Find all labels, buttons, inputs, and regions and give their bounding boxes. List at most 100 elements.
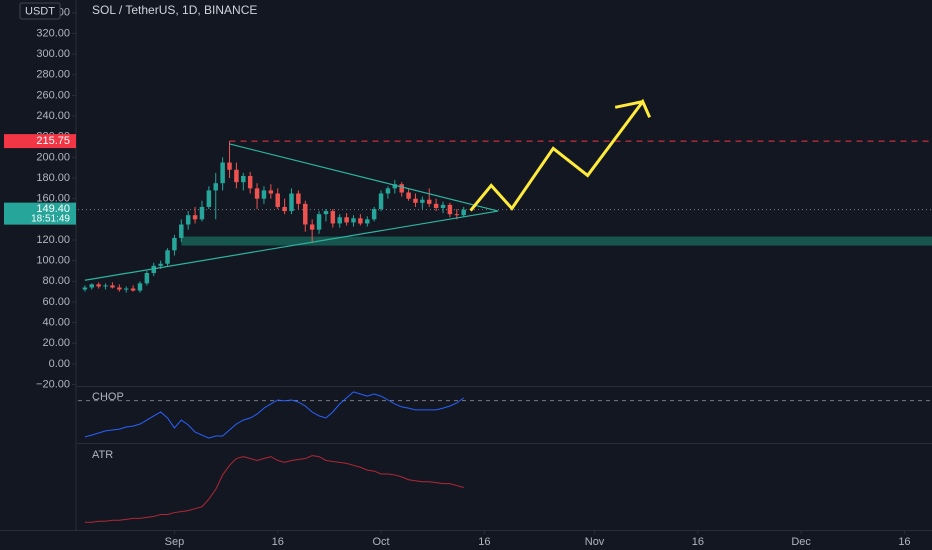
y-tick-label: 260.00 — [36, 89, 70, 101]
candle-body — [103, 285, 108, 287]
candle-body — [123, 288, 129, 290]
candle-body — [371, 209, 377, 220]
candle-body — [365, 219, 370, 224]
candle-body — [440, 204, 446, 208]
y-tick-label: 100.00 — [36, 255, 70, 267]
candle-body — [378, 193, 384, 210]
candle-body — [344, 217, 349, 223]
y-tick-label: 80.00 — [42, 275, 70, 287]
candle-body — [130, 288, 136, 291]
last-price-box — [4, 202, 76, 225]
candle-body — [309, 224, 315, 230]
candle-body — [406, 192, 411, 199]
price-line-label: 215.75 — [36, 135, 70, 147]
y-tick-label: 40.00 — [42, 317, 70, 329]
y-tick-label: 120.00 — [36, 234, 70, 246]
last-price-label: 149.40 — [36, 203, 70, 215]
y-tick-label: −20.00 — [36, 378, 70, 390]
main-pane — [78, 98, 932, 293]
chart-title: SOL / TetherUS, 1D, BINANCE — [92, 3, 257, 17]
candle-body — [254, 188, 260, 199]
candle-body — [413, 198, 418, 203]
candle-body — [268, 190, 274, 194]
candle-body — [185, 215, 191, 225]
candle-body — [199, 206, 205, 220]
candle-body — [399, 184, 404, 193]
candle-body — [247, 175, 253, 189]
candle-body — [220, 162, 225, 184]
y-tick-label: 320.00 — [36, 27, 70, 39]
candle-body — [330, 211, 336, 224]
price-line-box — [4, 134, 76, 149]
candle-body — [206, 190, 212, 207]
candle-body — [337, 217, 342, 224]
y-tick-label: 20.00 — [42, 337, 70, 349]
candle-body — [82, 287, 88, 290]
candle-body — [454, 214, 460, 216]
candle-body — [158, 263, 163, 266]
candle-body — [385, 188, 391, 194]
candle-body — [172, 237, 177, 251]
currency-box — [19, 2, 61, 20]
candle-body — [296, 193, 301, 204]
x-tick-label: 16 — [898, 536, 910, 548]
zone — [181, 236, 932, 246]
drawing — [614, 100, 644, 109]
indicator-label: ATR — [92, 449, 113, 461]
candle-body — [420, 199, 425, 203]
indicator-line — [84, 391, 464, 439]
candle-body — [282, 206, 287, 212]
candle-body — [303, 203, 308, 225]
candle-body — [234, 169, 239, 183]
drawing — [84, 143, 499, 281]
candle-body — [433, 203, 439, 208]
candle-body — [110, 285, 115, 288]
y-tick-label: 180.00 — [36, 172, 70, 184]
candle-body — [351, 218, 356, 223]
x-tick-label: Sep — [165, 536, 185, 548]
y-tick-label: 0.00 — [49, 358, 70, 370]
candle-body — [447, 204, 453, 215]
y-tick-label: 160.00 — [36, 193, 70, 205]
candle-body — [96, 284, 101, 287]
candle-body — [461, 209, 466, 216]
candle-body — [227, 162, 232, 170]
y-tick-label: 300.00 — [36, 48, 70, 60]
candle-body — [241, 175, 246, 183]
candle-body — [144, 273, 150, 284]
indicator-line — [84, 455, 464, 523]
x-tick-label: 16 — [692, 536, 704, 548]
candle-body — [316, 214, 322, 230]
x-tick-label: Nov — [585, 536, 605, 548]
candle-body — [261, 190, 267, 199]
x-tick-label: 16 — [272, 536, 284, 548]
candle-body — [179, 224, 184, 238]
candle-body — [137, 283, 143, 291]
candle-body — [358, 218, 363, 224]
candle-body — [192, 215, 198, 220]
candle-body — [323, 211, 329, 215]
x-tick-label: 16 — [478, 536, 490, 548]
overlay: SOL / TetherUS, 1D, BINANCE CHOP ATR USDT 2… — [4, 2, 257, 461]
y-tick-label: 60.00 — [42, 296, 70, 308]
candle-body — [213, 183, 218, 191]
x-tick-label: Dec — [791, 536, 811, 548]
candle-body — [289, 193, 294, 212]
countdown-label: 18:51:49 — [31, 213, 70, 224]
candle-body — [151, 265, 156, 274]
candle-body — [89, 284, 95, 288]
currency-label: USDT — [25, 5, 55, 17]
indicator-panes — [78, 391, 932, 523]
candle-body — [165, 250, 170, 264]
y-tick-label: 280.00 — [36, 69, 70, 81]
candle-body — [427, 199, 432, 204]
candle-body — [117, 287, 122, 290]
y-tick-label: 200.00 — [36, 151, 70, 163]
y-tick-label: 240.00 — [36, 110, 70, 122]
x-tick-label: Oct — [372, 536, 389, 548]
candle-body — [275, 193, 280, 207]
candle-body — [392, 184, 398, 189]
